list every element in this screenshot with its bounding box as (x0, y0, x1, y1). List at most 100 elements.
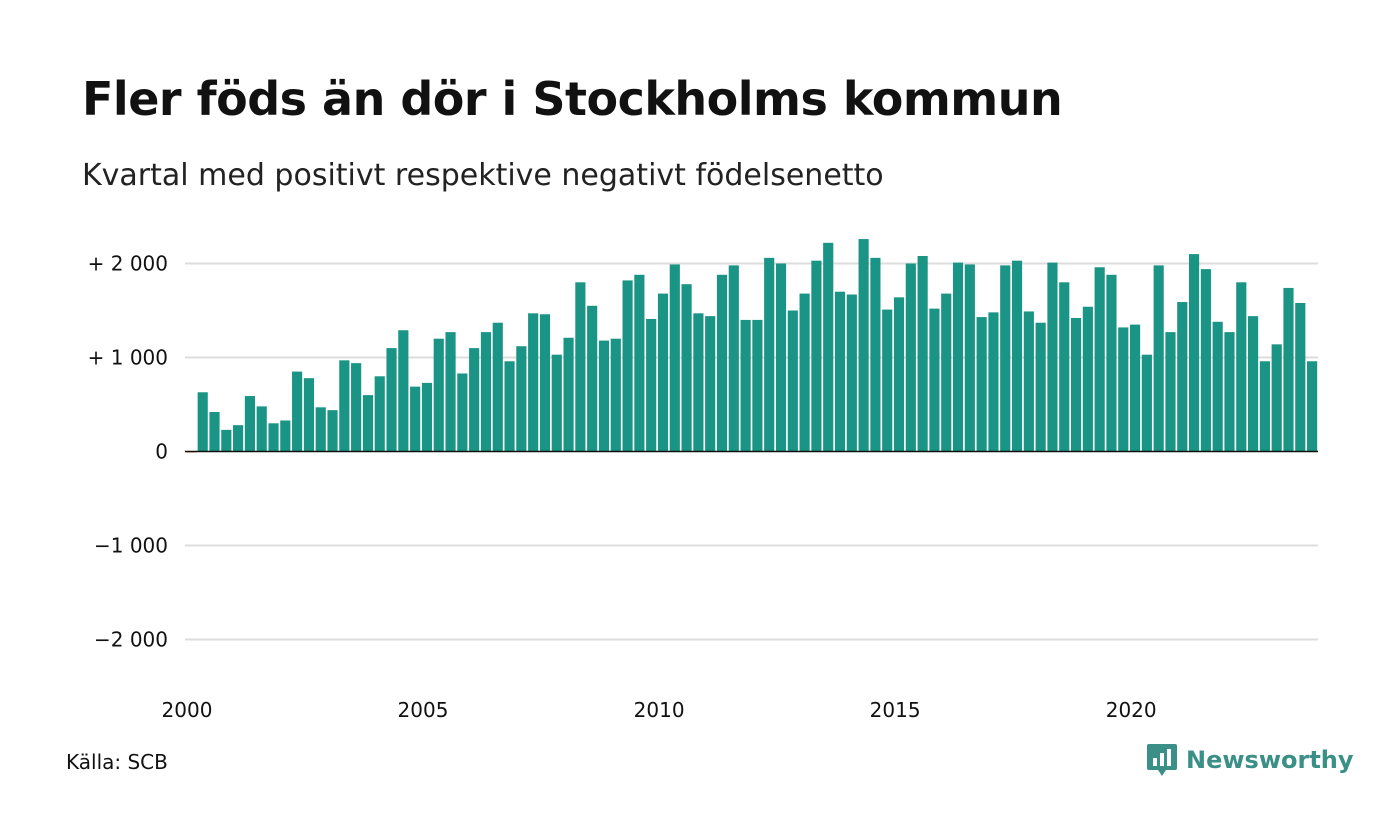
bar (752, 319, 763, 452)
brand-logo: Newsworthy (1146, 742, 1354, 778)
bar (823, 242, 834, 452)
bar (834, 291, 846, 452)
bar (1283, 287, 1294, 452)
bar (362, 395, 374, 452)
y-axis-labels: + 2 000 + 1 000 0 −1 000 −2 000 (88, 252, 168, 652)
x-axis-labels: 2000 2005 2010 2015 2020 (162, 698, 1157, 722)
bar (799, 293, 810, 452)
bar (964, 264, 975, 452)
bar (433, 338, 444, 452)
bar (421, 382, 433, 452)
bar (233, 425, 244, 452)
bar (1177, 302, 1188, 452)
bar (893, 297, 905, 452)
bar (398, 330, 409, 452)
bar (1106, 274, 1117, 452)
bar (256, 406, 267, 452)
bar (681, 284, 692, 452)
bar (846, 294, 857, 452)
bar (480, 332, 492, 452)
bar (764, 257, 775, 452)
bar (905, 263, 916, 452)
bar (1118, 327, 1129, 452)
bar (976, 317, 987, 452)
bar (1295, 302, 1306, 452)
bar (610, 338, 621, 452)
y-tick-label: + 1 000 (88, 346, 168, 370)
bar (598, 340, 610, 452)
bar (292, 371, 303, 452)
bar (351, 363, 362, 452)
bar (1271, 344, 1282, 452)
bar (587, 305, 598, 452)
bar (516, 346, 527, 452)
bar (775, 263, 787, 452)
bar (539, 314, 551, 452)
bar (1059, 282, 1070, 452)
bar (917, 255, 928, 452)
bar (457, 373, 468, 452)
bar (1070, 318, 1082, 452)
grid-lines (185, 262, 1318, 641)
bar (929, 308, 940, 452)
bar (858, 239, 869, 452)
bar (315, 407, 326, 452)
bar (1153, 265, 1164, 452)
bar (386, 348, 397, 452)
bar-chart: + 2 000 + 1 000 0 −1 000 −2 000 2000 2005 2010… (88, 239, 1318, 722)
bar (469, 348, 480, 452)
bar (882, 309, 893, 452)
x-tick-label: 2000 (162, 698, 213, 722)
bar (374, 376, 385, 452)
bar (657, 293, 669, 452)
bar (575, 282, 586, 452)
bar (280, 420, 291, 452)
bar (728, 265, 739, 452)
bar (303, 378, 314, 452)
y-tick-label: −1 000 (94, 534, 168, 558)
y-tick-label: −2 000 (94, 628, 168, 652)
bar (870, 257, 881, 452)
bar (197, 392, 208, 452)
bar (634, 274, 645, 452)
bar (221, 429, 232, 452)
brand-name: Newsworthy (1186, 746, 1354, 774)
bar (445, 332, 456, 452)
bar (740, 319, 751, 452)
bar (327, 410, 338, 452)
bar (1248, 316, 1259, 452)
bar (1129, 324, 1141, 452)
bar (1035, 322, 1046, 452)
x-tick-label: 2015 (870, 698, 921, 722)
bar (1094, 267, 1105, 452)
bar (1011, 260, 1023, 452)
bar (410, 386, 421, 452)
chart-subtitle: Kvartal med positivt respektive negativt… (82, 158, 884, 193)
bar (1165, 332, 1176, 452)
bar (1000, 265, 1011, 452)
bar (1189, 254, 1200, 452)
bar (787, 310, 798, 452)
bar (693, 313, 704, 452)
bar (1141, 354, 1152, 452)
bar (1236, 282, 1247, 452)
bar (1259, 361, 1270, 452)
bar (528, 313, 539, 452)
bar (244, 396, 255, 452)
bar (492, 322, 503, 452)
bar (1224, 332, 1235, 452)
bar (1023, 311, 1034, 452)
x-tick-label: 2020 (1106, 698, 1157, 722)
bar (988, 312, 999, 452)
y-tick-label: 0 (155, 440, 168, 464)
bar (646, 318, 657, 452)
bar (716, 274, 728, 452)
bar (1047, 262, 1058, 452)
chart-title: Fler föds än dör i Stockholms kommun (82, 72, 1063, 126)
bar (669, 264, 680, 452)
bar (705, 316, 716, 452)
bar (268, 423, 279, 452)
chart-speech-bubble-icon (1147, 744, 1177, 776)
bar (551, 354, 562, 452)
bar (339, 360, 350, 452)
